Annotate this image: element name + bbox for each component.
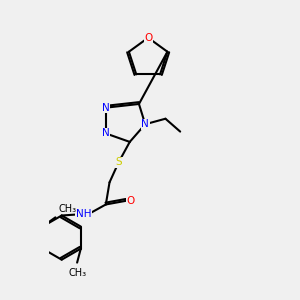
Text: O: O — [144, 33, 152, 43]
Text: N: N — [102, 128, 110, 138]
Text: N: N — [102, 103, 110, 113]
Text: CH₃: CH₃ — [58, 204, 76, 214]
Text: CH₃: CH₃ — [68, 268, 86, 278]
Text: NH: NH — [76, 209, 92, 219]
Text: O: O — [126, 196, 135, 206]
Text: S: S — [116, 157, 122, 167]
Text: N: N — [141, 119, 149, 129]
